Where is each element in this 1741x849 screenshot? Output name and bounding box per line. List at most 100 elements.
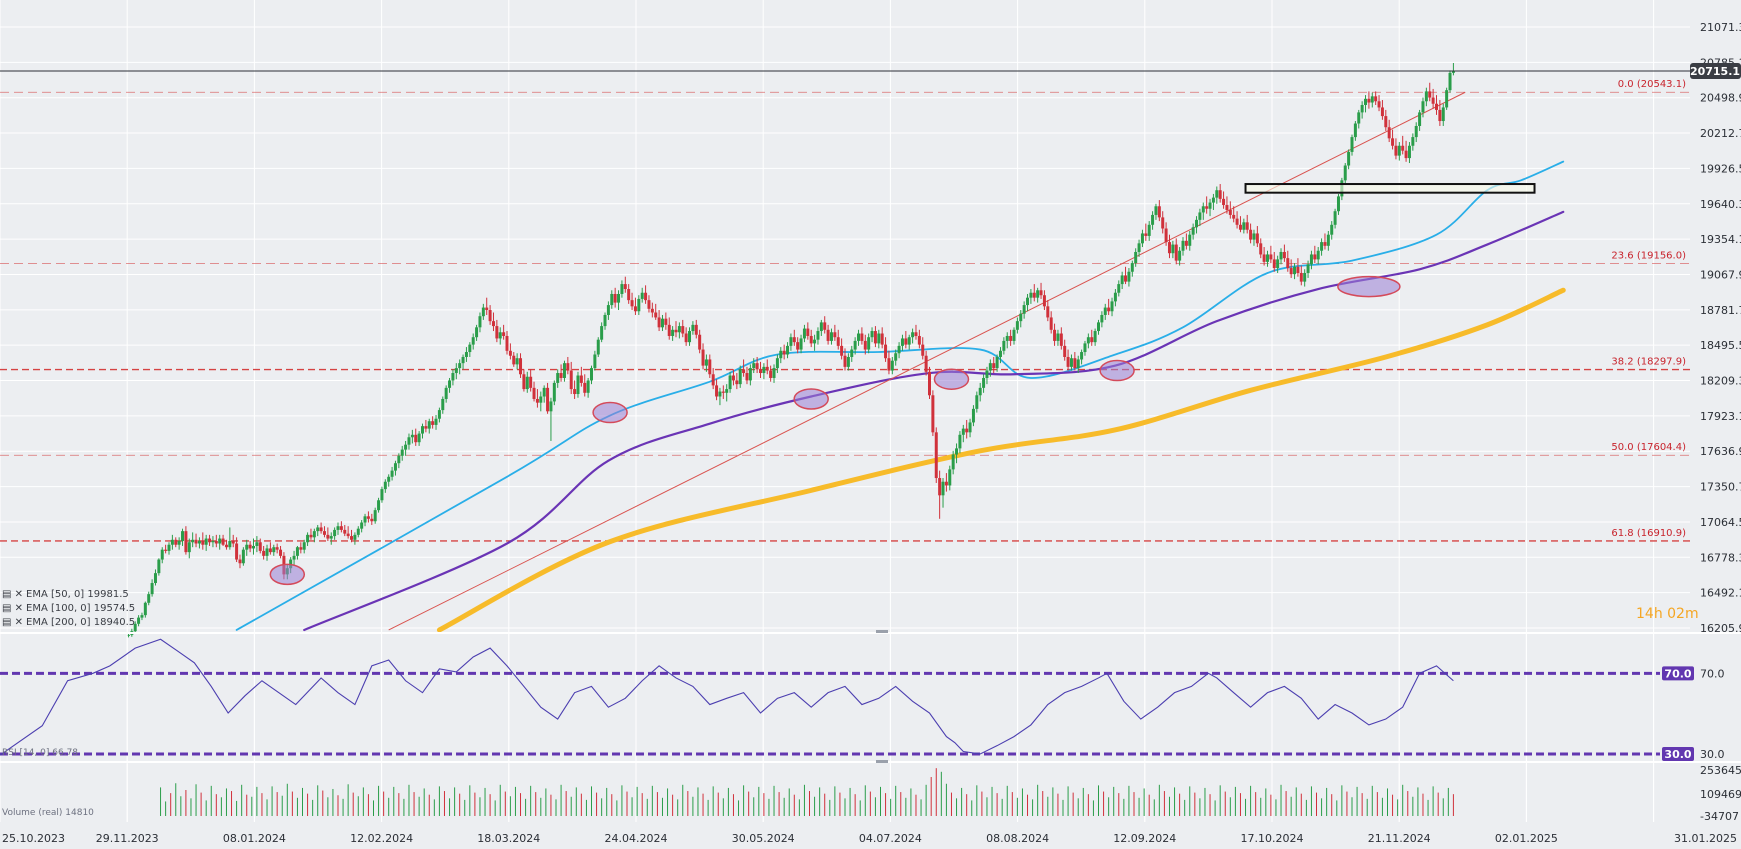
candle-body <box>1215 190 1219 198</box>
highlight-ellipse <box>933 368 970 390</box>
fibonacci-levels: 0.0 (20543.1) 23.6 (19156.0) 38.2 (18297.9… <box>0 79 1690 542</box>
candle-body <box>904 338 908 345</box>
fib-level-label: 0.0 (20543.1) <box>1618 79 1686 90</box>
candle-body <box>1205 206 1209 209</box>
candle-body <box>407 437 411 445</box>
candle-body <box>299 547 303 550</box>
candle-body <box>336 526 340 530</box>
candle-body <box>201 541 205 545</box>
candle-body <box>650 308 654 313</box>
candle-body <box>197 541 201 544</box>
candle-body <box>941 481 945 496</box>
candle-body <box>1076 359 1080 369</box>
candle-countdown-timer: 14h 02m <box>1636 606 1699 622</box>
oscillator-levels <box>0 671 1660 756</box>
candle-body <box>498 332 502 339</box>
rsi-level-30: 30.0 <box>1700 748 1725 761</box>
candle-body <box>600 326 604 340</box>
candle-body <box>894 353 898 361</box>
ema-legend-icon-3[interactable]: ▤ ✕ <box>2 617 23 628</box>
ema-legend-icon-2[interactable]: ▤ ✕ <box>2 603 23 614</box>
candle-body <box>704 359 708 366</box>
candle-body <box>1022 305 1026 314</box>
candle-body <box>593 354 597 369</box>
candle-body <box>627 289 631 301</box>
candle-body <box>255 542 259 546</box>
candle-body <box>1424 91 1428 102</box>
resistance-box[interactable] <box>1244 183 1536 194</box>
date-tick-label: 04.07.2024 <box>859 832 922 845</box>
highlight-ellipses <box>269 275 1401 586</box>
candle-body <box>850 349 854 357</box>
candle-body <box>1370 96 1374 103</box>
candle-body <box>464 352 468 357</box>
candle-body <box>907 337 911 345</box>
candle-body <box>265 548 269 556</box>
candle-body <box>1407 145 1411 159</box>
candle-body <box>1438 109 1442 122</box>
candle-body <box>647 300 651 309</box>
candle-body <box>1441 107 1445 122</box>
candle-body <box>897 345 901 354</box>
price-axis[interactable]: 21071.320785.120498.920212.719926.519640… <box>1700 21 1741 635</box>
candle-body <box>505 335 509 351</box>
candle-body <box>951 454 955 470</box>
candle-body <box>211 541 215 543</box>
candle-body <box>1208 202 1212 209</box>
candle-body <box>1164 228 1168 243</box>
candle-body <box>363 516 367 523</box>
candle-body <box>1367 98 1371 103</box>
candle-body <box>431 421 435 425</box>
resistance-box-rect[interactable] <box>1244 183 1536 194</box>
candle-body <box>688 331 692 343</box>
candle-body <box>789 337 793 346</box>
candle-body <box>1188 234 1192 246</box>
candle-body <box>1039 290 1043 296</box>
candle-body <box>931 395 935 433</box>
candle-body <box>164 549 168 551</box>
candle-body <box>1333 211 1337 225</box>
candle-body <box>1306 264 1310 273</box>
candle-body <box>911 332 915 338</box>
price-tick-label: 16492.1 <box>1700 587 1741 600</box>
candle-body <box>133 623 137 632</box>
panel-resize-handle-2[interactable] <box>876 760 888 763</box>
candle-body <box>153 573 157 584</box>
candle-body <box>1218 190 1222 199</box>
candle-body <box>377 500 381 511</box>
candle-body <box>1326 234 1330 246</box>
candle-body <box>843 355 847 367</box>
candle-body <box>1272 259 1276 269</box>
candle-body <box>478 316 482 328</box>
candle-body <box>840 345 844 356</box>
candle-body <box>383 481 387 490</box>
candle-body <box>1056 333 1060 341</box>
candle-body <box>1002 340 1006 351</box>
candle-body <box>1069 358 1073 367</box>
ema-legend-icon-1[interactable]: ▤ ✕ <box>2 589 23 600</box>
candle-body <box>1103 307 1107 315</box>
candle-body <box>475 327 479 338</box>
candle-body <box>691 324 695 332</box>
time-axis[interactable]: 25.10.2023 29.11.2023 08.01.2024 12.02.2024… <box>2 832 1737 845</box>
candle-body <box>316 527 320 532</box>
volume-tick-bottom: -34707 <box>1700 810 1739 823</box>
candle-body <box>887 358 891 371</box>
candle-body <box>1174 244 1178 261</box>
candle-body <box>228 541 232 548</box>
price-tick-label: 17350.7 <box>1700 481 1741 494</box>
candle-body <box>1296 266 1300 273</box>
panel-resize-handle[interactable] <box>876 630 888 633</box>
candle-body <box>1336 196 1340 212</box>
candle-body <box>681 326 685 334</box>
candle-body <box>241 549 245 564</box>
candle-body <box>488 310 492 322</box>
candle-body <box>992 363 996 369</box>
candle-body <box>1036 290 1040 298</box>
fib-level-label: 50.0 (17604.4) <box>1611 442 1686 453</box>
candle-body <box>630 300 634 307</box>
candle-body <box>968 422 972 433</box>
candle-body <box>1090 337 1094 343</box>
highlight-ellipse <box>592 401 628 424</box>
